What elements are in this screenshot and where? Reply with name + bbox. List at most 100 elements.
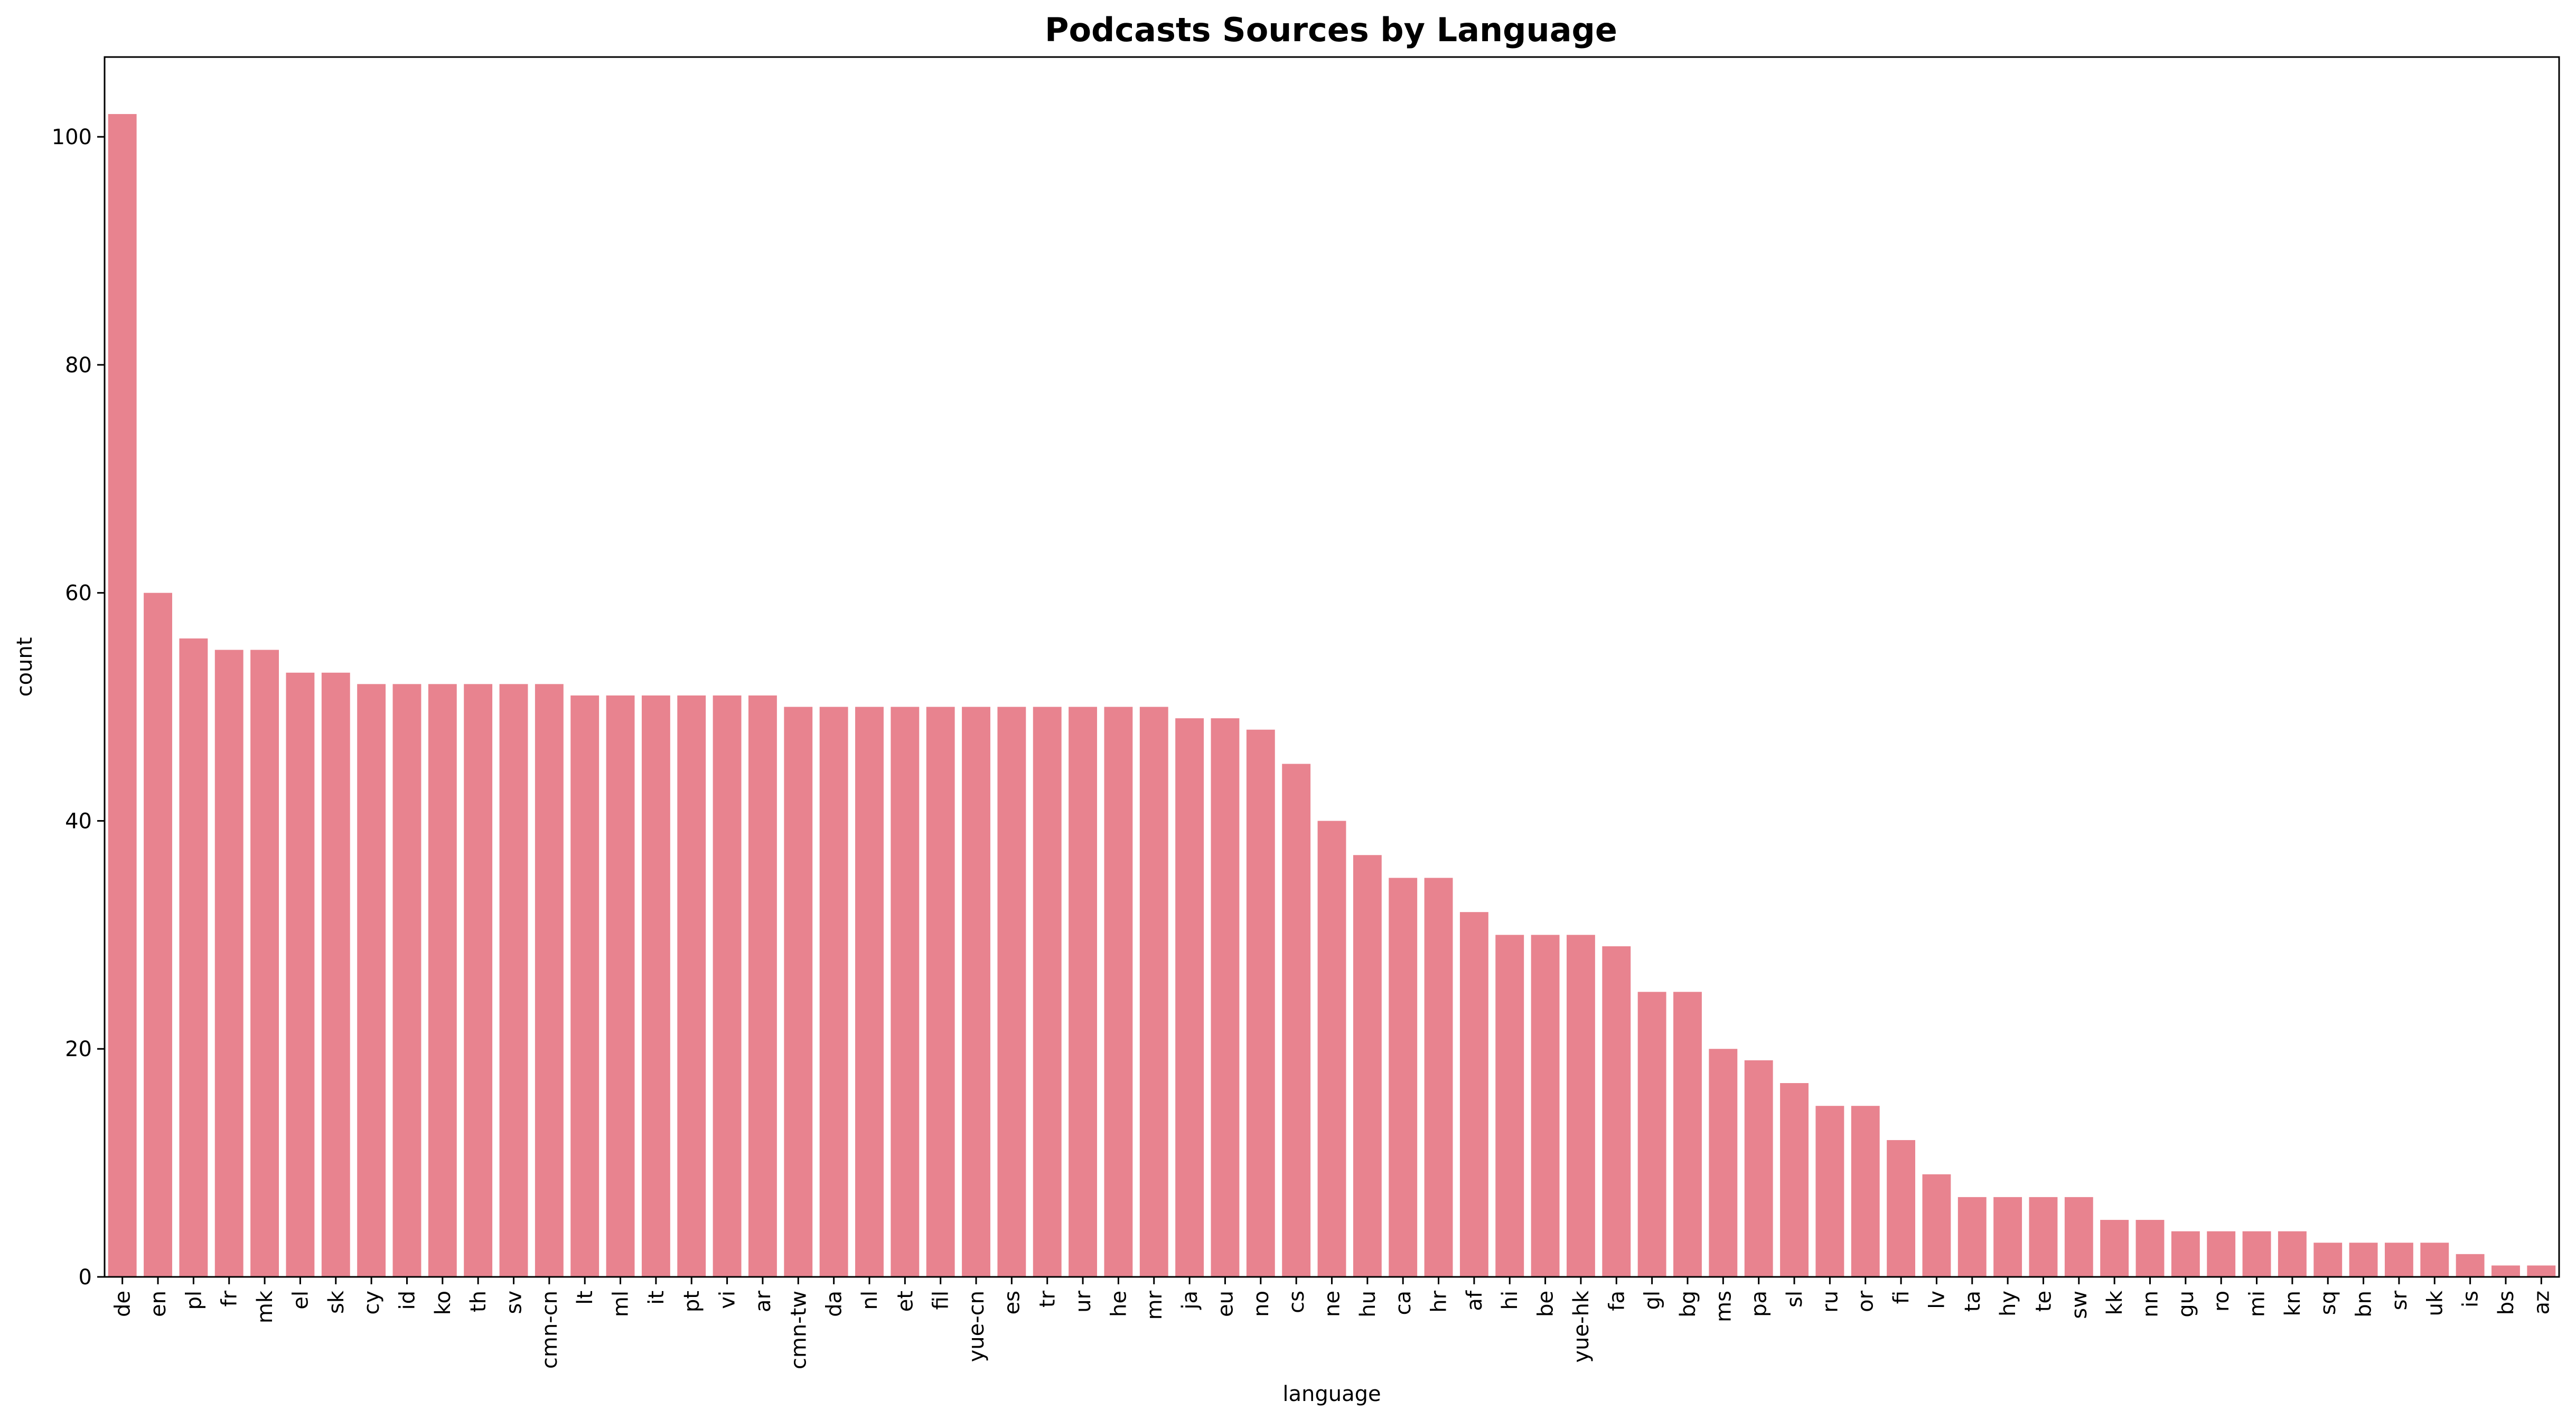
y-tick-label: 60	[65, 581, 92, 606]
bar-gu	[2171, 1231, 2200, 1277]
x-tick-label: sq	[2316, 1291, 2340, 1315]
x-tick-label: mr	[1142, 1290, 1167, 1320]
x-tick-label: is	[2459, 1291, 2483, 1308]
x-tick-label: cmn-cn	[538, 1291, 562, 1369]
x-tick-label: eu	[1213, 1291, 1238, 1317]
bar-da	[819, 707, 848, 1277]
x-tick-label: no	[1249, 1291, 1273, 1317]
bar-fi	[1887, 1140, 1916, 1277]
x-tick-label: tr	[1036, 1290, 1060, 1308]
bar-bg	[1673, 992, 1702, 1277]
bar-kk	[2100, 1220, 2129, 1277]
bar-sw	[2064, 1197, 2093, 1277]
x-tick-label: kk	[2103, 1290, 2127, 1315]
bar-pa	[1744, 1060, 1773, 1277]
x-tick-label: ro	[2209, 1291, 2234, 1312]
x-tick-label: de	[111, 1291, 135, 1317]
bar-sq	[2313, 1243, 2343, 1277]
x-tick-label: pl	[182, 1291, 206, 1310]
bar-cmn-cn	[535, 684, 564, 1277]
x-tick-label: ja	[1178, 1291, 1202, 1310]
bar-it	[641, 695, 670, 1277]
x-tick-label: be	[1534, 1291, 1558, 1317]
bar-ro	[2207, 1231, 2236, 1277]
bar-et	[891, 707, 920, 1277]
x-tick-label: fi	[1889, 1291, 1914, 1304]
x-tick-label: te	[2031, 1291, 2056, 1312]
bar-az	[2527, 1265, 2556, 1277]
x-tick-label: or	[1854, 1290, 1878, 1312]
x-tick-label: pt	[680, 1291, 704, 1312]
x-tick-label: yue-hk	[1569, 1290, 1594, 1362]
x-tick-label: th	[466, 1291, 491, 1312]
bar-sk	[321, 672, 350, 1277]
bar-tr	[1033, 707, 1062, 1277]
x-tick-label: yue-cn	[964, 1291, 989, 1362]
bar-ml	[606, 695, 635, 1277]
bar-pl	[179, 638, 208, 1277]
x-tick-label: az	[2530, 1291, 2554, 1315]
bar-ne	[1317, 821, 1346, 1277]
bar-gl	[1637, 992, 1666, 1277]
x-tick-label: cmn-tw	[786, 1291, 811, 1369]
x-tick-label: cs	[1285, 1291, 1309, 1313]
x-tick-label: sk	[324, 1290, 349, 1314]
bar-ta	[1957, 1197, 1987, 1277]
bar-is	[2456, 1254, 2485, 1277]
x-tick-label: sl	[1783, 1291, 1807, 1308]
bar-fr	[214, 650, 243, 1277]
bar-pt	[677, 695, 706, 1277]
bar-hr	[1424, 878, 1453, 1277]
x-tick-label: en	[146, 1291, 171, 1317]
x-tick-label: lt	[573, 1291, 597, 1305]
x-tick-label: ta	[1961, 1291, 1985, 1312]
x-tick-label: vi	[716, 1291, 740, 1309]
x-tick-label: fil	[929, 1291, 953, 1310]
x-tick-label: nl	[858, 1291, 882, 1310]
bar-cs	[1282, 764, 1311, 1277]
bar-sv	[499, 684, 528, 1277]
bar-el	[286, 672, 315, 1277]
x-tick-label: id	[395, 1291, 419, 1310]
bar-mk	[250, 650, 279, 1277]
x-tick-label: et	[893, 1291, 917, 1312]
x-tick-label: hi	[1498, 1291, 1522, 1310]
y-tick-label: 80	[65, 353, 92, 378]
bar-sl	[1780, 1083, 1809, 1277]
bar-ur	[1069, 707, 1098, 1277]
x-tick-label: ne	[1320, 1291, 1345, 1317]
bar-ko	[428, 684, 457, 1277]
y-tick-label: 40	[65, 809, 92, 833]
x-tick-label: lv	[1925, 1291, 1949, 1309]
bar-lv	[1922, 1174, 1951, 1277]
bar-ms	[1709, 1049, 1738, 1277]
bar-lt	[570, 695, 599, 1277]
bar-nl	[855, 707, 884, 1277]
bar-bs	[2491, 1265, 2520, 1277]
bar-hy	[1993, 1197, 2022, 1277]
x-tick-label: gu	[2174, 1291, 2198, 1318]
x-tick-label: sw	[2067, 1291, 2092, 1319]
y-axis: 0 20 40 60 80 100	[52, 125, 105, 1290]
x-tick-label: ar	[751, 1290, 775, 1312]
x-tick-label: pa	[1747, 1291, 1772, 1317]
bar-en	[144, 593, 172, 1277]
bar-sr	[2384, 1243, 2413, 1277]
x-tick-label: ko	[431, 1291, 455, 1315]
bar-th	[464, 684, 493, 1277]
chart-title: Podcasts Sources by Language	[1045, 11, 1617, 49]
x-tick-label: mk	[253, 1290, 277, 1323]
x-tick-label: ru	[1818, 1291, 1842, 1313]
plot-frame	[104, 56, 2560, 1278]
bar-ja	[1175, 718, 1204, 1277]
y-tick-label: 20	[65, 1037, 92, 1061]
y-tick-label: 100	[52, 125, 92, 149]
bar-ar	[748, 695, 777, 1277]
bar-he	[1104, 707, 1133, 1277]
bar-yue-hk	[1566, 935, 1595, 1277]
bars-group	[108, 114, 2556, 1277]
bar-fa	[1602, 946, 1631, 1277]
bar-ru	[1815, 1106, 1844, 1277]
x-tick-label: ms	[1711, 1291, 1736, 1322]
